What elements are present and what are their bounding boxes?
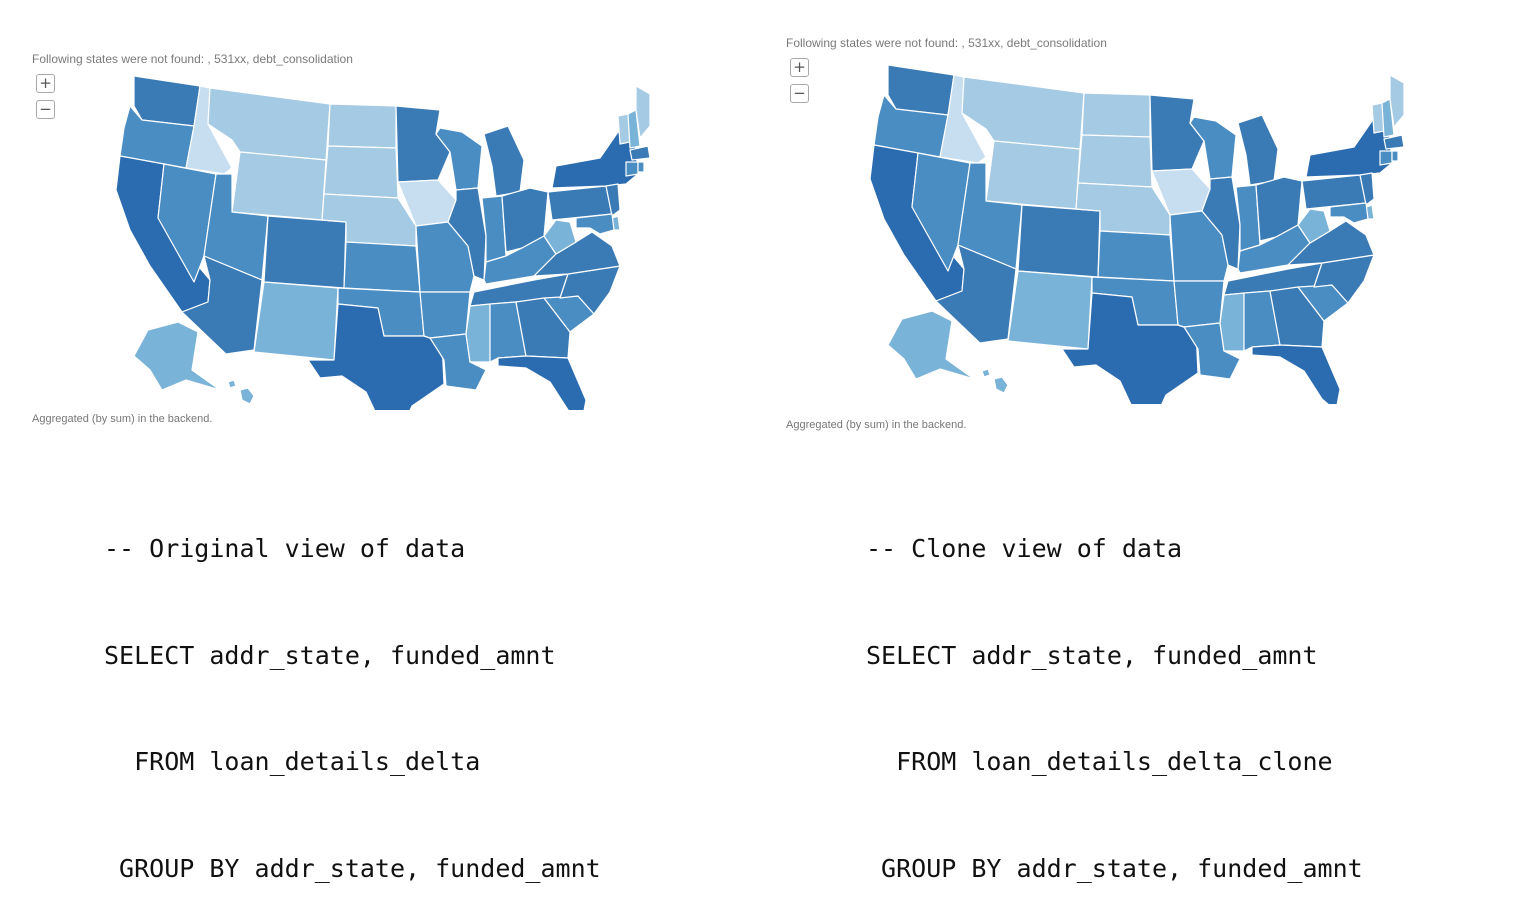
state-az[interactable] xyxy=(935,244,1017,344)
us-choropleth-map[interactable] xyxy=(844,54,1404,404)
us-choropleth-map[interactable] xyxy=(90,70,650,410)
state-ak[interactable] xyxy=(133,321,221,391)
sql-query-clone: -- Clone view of data SELECT addr_state,… xyxy=(866,460,1363,922)
state-ak[interactable] xyxy=(887,310,975,380)
sql-line: SELECT addr_state, funded_amnt xyxy=(104,640,556,670)
state-ks[interactable] xyxy=(1097,230,1175,282)
state-mn[interactable] xyxy=(1149,94,1205,172)
state-hi[interactable] xyxy=(227,379,255,405)
not-found-notice: Following states were not found: , 531xx… xyxy=(32,52,353,66)
zoom-in-button[interactable]: + xyxy=(36,74,55,93)
state-ks[interactable] xyxy=(343,241,421,293)
state-wa[interactable] xyxy=(887,64,955,116)
state-ma[interactable] xyxy=(629,145,650,161)
state-wy[interactable] xyxy=(231,151,327,221)
state-nj[interactable] xyxy=(605,183,621,217)
state-ar[interactable] xyxy=(1173,280,1225,328)
state-nm[interactable] xyxy=(1007,270,1093,350)
state-tx[interactable] xyxy=(1061,292,1199,404)
sql-line: GROUP BY addr_state, funded_amnt xyxy=(866,853,1363,883)
map-panel-clone: Following states were not found: , 531xx… xyxy=(784,36,1434,436)
state-tx[interactable] xyxy=(307,303,445,410)
state-nv[interactable] xyxy=(911,152,971,272)
state-ms[interactable] xyxy=(465,303,491,363)
zoom-in-button[interactable]: + xyxy=(790,58,809,77)
state-mi[interactable] xyxy=(1237,114,1279,186)
state-fl[interactable] xyxy=(1251,344,1341,404)
state-md[interactable] xyxy=(575,213,615,235)
state-nm[interactable] xyxy=(253,281,339,361)
state-hi[interactable] xyxy=(981,368,1009,394)
state-ma[interactable] xyxy=(1383,134,1404,150)
state-me[interactable] xyxy=(1389,74,1404,128)
state-mi[interactable] xyxy=(483,125,525,197)
state-sd[interactable] xyxy=(323,145,399,199)
sql-line: GROUP BY addr_state, funded_amnt xyxy=(104,853,601,883)
sql-line: -- Original view of data xyxy=(104,534,466,563)
sql-line: FROM loan_details_delta_clone xyxy=(866,747,1333,776)
state-me[interactable] xyxy=(635,85,650,139)
sql-line: SELECT addr_state, funded_amnt xyxy=(866,640,1318,670)
state-ct[interactable] xyxy=(625,161,639,177)
state-ct[interactable] xyxy=(1379,150,1393,166)
state-co[interactable] xyxy=(263,215,347,289)
state-ms[interactable] xyxy=(1219,292,1245,352)
aggregation-note: Aggregated (by sum) in the backend. xyxy=(32,413,213,425)
aggregation-note: Aggregated (by sum) in the backend. xyxy=(786,419,967,431)
state-az[interactable] xyxy=(181,255,263,355)
state-wv[interactable] xyxy=(543,219,577,255)
not-found-notice: Following states were not found: , 531xx… xyxy=(786,36,1107,50)
state-ri[interactable] xyxy=(637,161,645,173)
map-panel-original: Following states were not found: , 531xx… xyxy=(30,52,680,432)
state-ga[interactable] xyxy=(1269,286,1325,348)
state-nd[interactable] xyxy=(1081,92,1151,138)
state-il[interactable] xyxy=(447,187,487,281)
state-wy[interactable] xyxy=(985,140,1081,210)
sql-line: FROM loan_details_delta xyxy=(104,747,481,776)
state-fl[interactable] xyxy=(497,355,587,410)
state-mn[interactable] xyxy=(395,105,451,183)
state-nd[interactable] xyxy=(327,103,397,149)
state-co[interactable] xyxy=(1017,204,1101,278)
state-mt[interactable] xyxy=(961,76,1085,150)
zoom-out-button[interactable]: − xyxy=(36,100,55,119)
state-wv[interactable] xyxy=(1297,208,1331,244)
state-mt[interactable] xyxy=(207,87,331,161)
state-nv[interactable] xyxy=(157,163,217,283)
state-nj[interactable] xyxy=(1359,172,1375,206)
state-md[interactable] xyxy=(1329,202,1369,224)
sql-line: -- Clone view of data xyxy=(866,534,1183,563)
state-il[interactable] xyxy=(1201,176,1241,270)
state-ga[interactable] xyxy=(515,297,571,359)
state-sd[interactable] xyxy=(1077,134,1153,188)
state-wa[interactable] xyxy=(133,75,201,127)
state-ar[interactable] xyxy=(419,291,471,339)
sql-query-original: -- Original view of data SELECT addr_sta… xyxy=(104,460,601,922)
zoom-out-button[interactable]: − xyxy=(790,84,809,103)
state-ri[interactable] xyxy=(1391,150,1399,162)
